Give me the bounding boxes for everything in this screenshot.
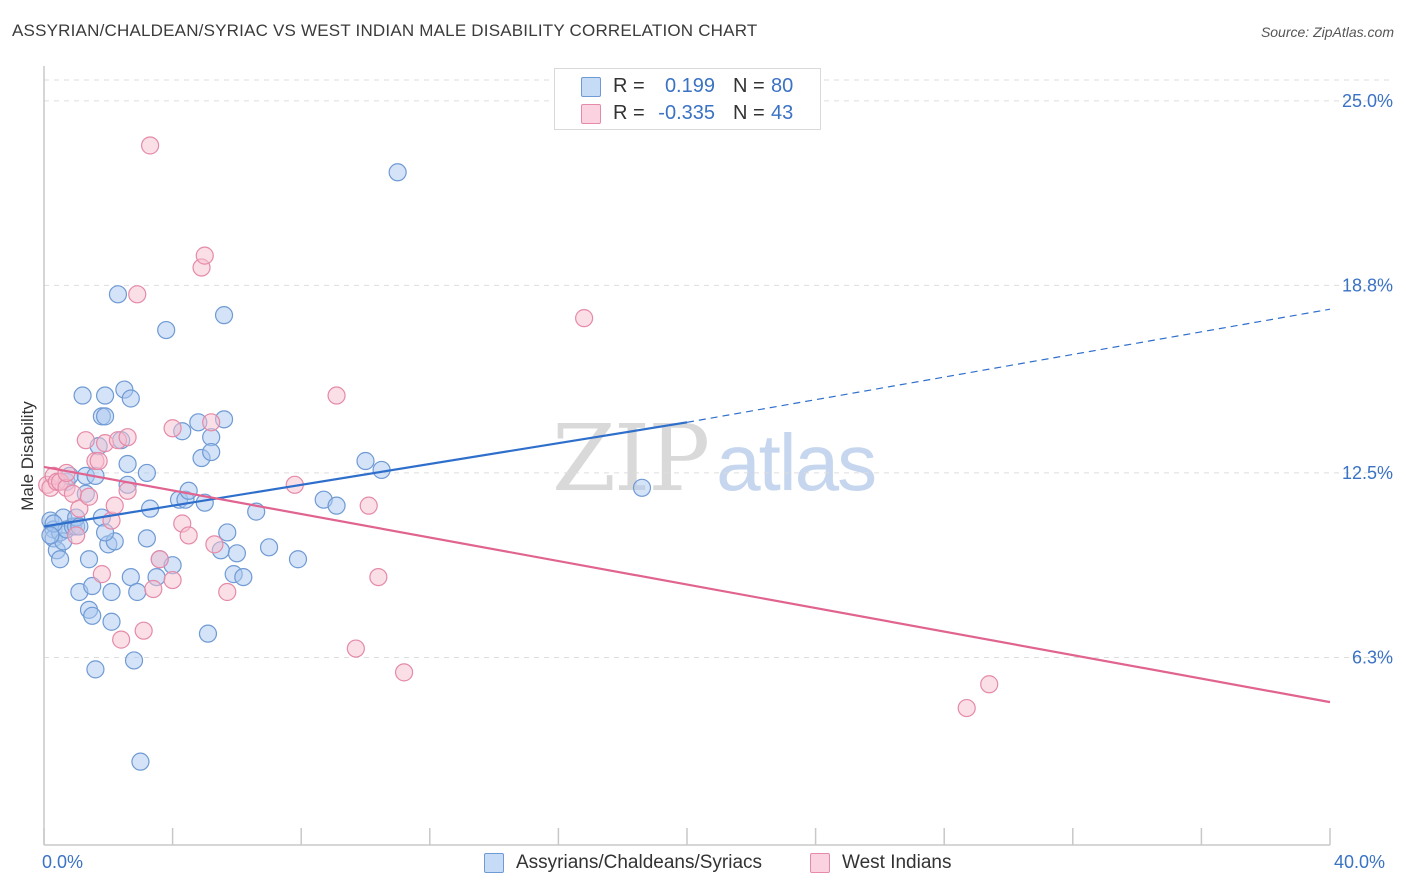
x-tick-label-max: 40.0% xyxy=(1334,852,1386,872)
data-point-west-indian xyxy=(369,568,388,587)
legend-label: Assyrians/Chaldeans/Syriacs xyxy=(516,852,763,873)
data-point-west-indian xyxy=(179,526,198,545)
data-point-west-indian xyxy=(67,526,86,545)
y-tick-label: 6.3% xyxy=(1352,647,1393,667)
legend-label: West Indians xyxy=(842,852,952,873)
legend-swatch-pink xyxy=(810,853,830,873)
data-point-west-indian xyxy=(144,579,163,599)
y-tick-labels: 6.3% 12.5% 18.8% 25.0% xyxy=(1342,91,1393,668)
trend-line-assyrian xyxy=(43,421,688,528)
legend-row-pink: R = -0.335 N = 43 xyxy=(555,100,820,128)
data-point-west-indian xyxy=(105,496,124,515)
data-point-assyrian xyxy=(227,544,246,563)
data-point-assyrian xyxy=(95,407,115,426)
data-point-assyrian xyxy=(121,389,140,408)
data-point-west-indian xyxy=(575,309,594,328)
data-point-west-indian xyxy=(134,621,153,640)
data-point-assyrian xyxy=(95,386,115,405)
data-point-west-indian xyxy=(205,535,224,554)
data-point-west-indian xyxy=(92,565,111,584)
data-point-west-indian xyxy=(346,639,365,658)
data-point-assyrian xyxy=(356,451,375,471)
y-axis-label: Male Disability xyxy=(18,401,37,511)
y-tick-label: 12.5% xyxy=(1342,463,1393,483)
axis-layer xyxy=(43,66,1331,846)
data-point-west-indian xyxy=(128,285,147,304)
data-point-west-indian xyxy=(76,431,95,450)
legend-row-blue: R = 0.199 N = 80 xyxy=(555,73,820,101)
data-point-assyrian xyxy=(73,386,92,405)
data-point-assyrian xyxy=(632,478,652,497)
n-value: 43 xyxy=(771,102,794,124)
data-point-west-indian xyxy=(195,246,214,265)
data-point-west-indian xyxy=(118,428,137,447)
data-point-assyrian xyxy=(102,612,121,631)
legend-swatch-blue xyxy=(581,77,601,97)
data-point-assyrian xyxy=(388,163,407,182)
data-point-assyrian xyxy=(157,320,176,340)
data-point-west-indian xyxy=(150,550,169,569)
data-point-assyrian xyxy=(214,306,234,325)
data-point-assyrian xyxy=(218,523,237,542)
data-point-west-indian xyxy=(202,413,221,432)
data-point-assyrian xyxy=(202,442,221,462)
data-point-west-indian xyxy=(980,675,999,694)
data-point-assyrian xyxy=(50,550,70,569)
data-point-assyrian xyxy=(131,752,150,771)
data-point-west-indian xyxy=(163,419,182,438)
data-point-west-indian xyxy=(89,451,108,471)
source-credit: Source: ZipAtlas.com xyxy=(1260,24,1394,40)
data-point-assyrian xyxy=(124,651,144,670)
data-point-assyrian xyxy=(118,454,137,474)
correlation-legend: R = 0.199 N = 80 R = -0.335 N = 43 xyxy=(554,68,821,130)
data-point-assyrian xyxy=(86,660,105,679)
trend-line-west-indian xyxy=(43,465,1331,704)
data-point-west-indian xyxy=(359,496,378,515)
n-value: 80 xyxy=(771,75,794,97)
data-point-west-indian xyxy=(163,570,182,590)
data-point-assyrian xyxy=(137,463,156,483)
r-label: R = xyxy=(613,75,645,97)
trend-line-assyrian xyxy=(686,308,1331,423)
watermark-atlas: atlas xyxy=(716,418,877,507)
data-point-assyrian xyxy=(128,582,147,602)
data-point-assyrian xyxy=(179,481,198,500)
data-point-assyrian xyxy=(102,582,121,602)
y-tick-label: 18.8% xyxy=(1342,275,1393,295)
n-label: N = xyxy=(733,75,765,97)
data-point-assyrian xyxy=(327,496,346,515)
data-point-assyrian xyxy=(234,568,253,587)
data-point-west-indian xyxy=(112,630,131,649)
data-point-assyrian xyxy=(137,529,156,548)
r-value: -0.335 xyxy=(658,102,715,124)
points-layer xyxy=(38,136,999,771)
data-point-west-indian xyxy=(218,582,237,602)
data-point-assyrian xyxy=(83,606,102,625)
data-point-assyrian xyxy=(259,538,279,557)
data-point-assyrian xyxy=(83,576,102,596)
legend-swatch-blue xyxy=(484,853,504,873)
data-point-west-indian xyxy=(70,499,89,518)
data-point-assyrian xyxy=(198,624,218,643)
data-point-west-indian xyxy=(118,481,137,500)
trend-layer xyxy=(43,308,1331,704)
data-point-assyrian xyxy=(41,526,60,545)
n-label: N = xyxy=(733,102,765,124)
chart-title: ASSYRIAN/CHALDEAN/SYRIAC VS WEST INDIAN … xyxy=(12,21,758,40)
legend-swatch-pink xyxy=(581,104,601,124)
r-value: 0.199 xyxy=(664,75,715,97)
data-point-west-indian xyxy=(957,698,976,718)
x-tick-label-min: 0.0% xyxy=(42,852,84,872)
data-point-assyrian xyxy=(79,550,99,569)
r-label: R = xyxy=(613,102,645,124)
data-point-west-indian xyxy=(394,663,414,682)
series-legend: Assyrians/Chaldeans/Syriacs West Indians xyxy=(0,850,1406,878)
y-tick-label: 25.0% xyxy=(1342,91,1393,111)
data-point-assyrian xyxy=(288,550,308,569)
data-point-west-indian xyxy=(79,487,99,506)
data-point-west-indian xyxy=(327,386,346,405)
data-point-west-indian xyxy=(140,136,160,155)
data-point-assyrian xyxy=(108,285,128,304)
